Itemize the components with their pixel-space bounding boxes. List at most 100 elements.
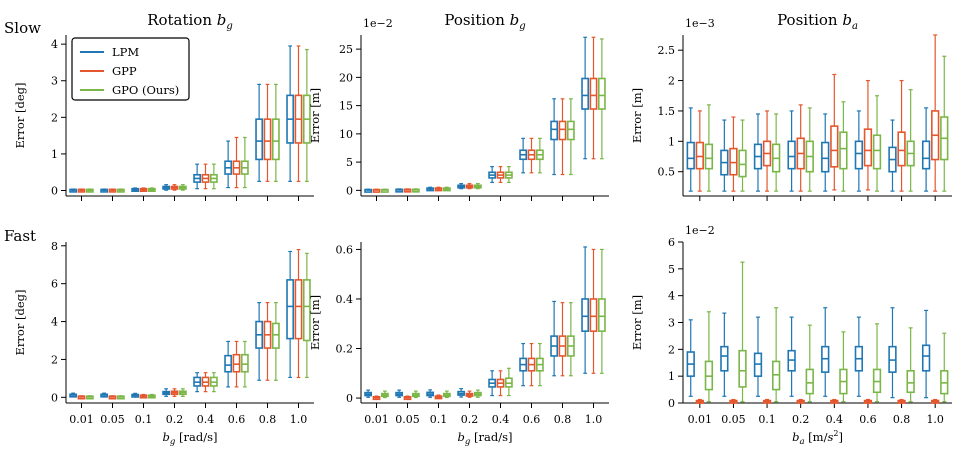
y-tick-label: 3 [668,317,675,330]
box-lpm-0.1 [753,316,763,397]
panel-slow-rotation: 0 1 2 3 4 Error [deg] Rotation bg [13,11,314,201]
box-gpp-0.6 [527,137,536,174]
box-lpm-0.1 [753,113,763,192]
box-iqr [581,298,590,332]
box-gpo-ours--0.1 [771,307,781,403]
box-gpp-0.01 [77,395,86,400]
box-gpo-ours--0.8 [271,302,280,381]
y-tick-label: 0 [346,392,353,405]
x-tick-label: 0.1 [758,413,776,426]
y-tick-label: 2 [51,353,58,366]
box-gpo-ours--0.4 [504,166,513,184]
box-gpp-1.0 [589,36,598,160]
box-iqr [271,322,280,349]
box-iqr [686,141,695,170]
box-lpm-0.01 [364,389,373,398]
box-gpo-ours--0.6 [535,342,544,387]
box-gpo-ours--0.01 [85,188,94,193]
row-label-slow: Slow [4,19,41,37]
panel-slow-position-bg: 0 5 10 15 20 25 Error [m] 1e−2 Position bg [308,11,609,201]
x-tick-label: 0.01 [364,413,389,426]
box-iqr [255,118,264,161]
box-gpo-ours--0.2 [805,107,814,192]
box-gpp-0.2 [170,388,179,397]
box-lpm-0.2 [162,184,171,191]
box-iqr [224,354,233,373]
box-lpm-0.01 [364,188,373,193]
box-gpp-0.2 [465,182,474,190]
row-label-fast: Fast [4,227,36,245]
y-tick-label: 8 [51,240,58,253]
y-axis-label: Error [m] [308,88,322,143]
box-gpp-0.01 [77,188,86,193]
box-gpp-0.8 [558,98,567,176]
y-tick-label: 1 [668,370,675,383]
box-gpp-0.8 [897,79,906,192]
box-gpp-0.05 [403,395,412,401]
box-gpo-ours--0.8 [906,89,915,192]
panel-fast-position-ba: 0 1 2 3 4 5 6 0.01 0.05 0.1 0.2 0.4 0.6 0.8 1.0 Error [… [630,224,952,447]
x-tick-label: 0.05 [395,413,420,426]
box-lpm-0.8 [255,83,264,182]
box-lpm-0.05 [720,119,729,192]
x-tick-label: 0.6 [859,413,877,426]
box-lpm-0.2 [457,182,466,190]
box-lpm-0.05 [720,312,729,397]
box-iqr [550,120,559,141]
box-gpp-0.05 [108,395,117,400]
y-tick-label: 0.5 [658,166,676,179]
y-tick-label: 0 [668,397,675,410]
y-tick-label: 15 [339,100,353,113]
box-iqr [720,345,729,372]
x-axis-label: bg [rad/s] [458,430,513,447]
box-iqr [906,369,915,394]
y-tick-label: 20 [339,71,353,84]
box-lpm-0.6 [854,110,864,192]
box-lpm-0.2 [787,110,796,192]
box-gpo-ours--0.05 [116,188,125,193]
y-tick-label: 0.4 [336,293,354,306]
box-gpp-0.1 [139,393,148,399]
box-gpo-ours--0.6 [240,340,249,388]
box-gpo-ours--0.2 [473,182,482,190]
box-iqr [738,349,747,388]
box-lpm-0.01 [686,319,695,397]
box-lpm-0.6 [519,342,528,387]
y-tick-label: 1.5 [658,105,676,118]
x-tick-label: 0.8 [259,413,277,426]
box-lpm-0.4 [488,370,497,397]
box-gpp-0.1 [434,186,443,192]
box-gpo-ours--0.6 [872,95,882,192]
box-gpo-ours--0.6 [872,323,882,403]
box-gpo-ours--1.0 [597,248,606,374]
box-lpm-1.0 [921,309,931,399]
box-gpo-ours--0.8 [566,302,575,377]
box-gpp-0.05 [403,188,412,193]
box-lpm-0.05 [100,188,109,193]
y-tick-label: 0.6 [336,243,354,256]
box-lpm-0.8 [888,119,897,192]
box-gpo-ours--0.1 [442,186,451,192]
box-lpm-0.05 [395,188,404,193]
box-gpo-ours--0.1 [147,187,156,192]
x-tick-label: 0.4 [492,413,510,426]
box-gpo-ours--0.01 [704,104,714,192]
y-tick-label: 4 [51,316,58,329]
box-iqr [302,279,311,342]
x-tick-label: 0.2 [166,413,184,426]
box-iqr [854,140,864,170]
box-gpp-0.4 [201,163,210,190]
box-gpp-0.6 [527,342,536,387]
box-gpp-0.2 [465,390,474,398]
box-iqr [597,77,606,110]
box-lpm-0.8 [550,98,559,176]
y-axis-label: Error [m] [630,295,644,350]
box-lpm-0.2 [787,316,796,397]
box-gpp-0.2 [170,184,179,191]
box-lpm-0.2 [457,388,466,398]
box-gpo-ours--1.0 [302,252,311,379]
box-gpo-ours--0.05 [738,261,747,403]
box-gpp-0.1 [762,398,772,404]
x-tick-label: 0.05 [721,413,746,426]
box-iqr [558,120,567,141]
